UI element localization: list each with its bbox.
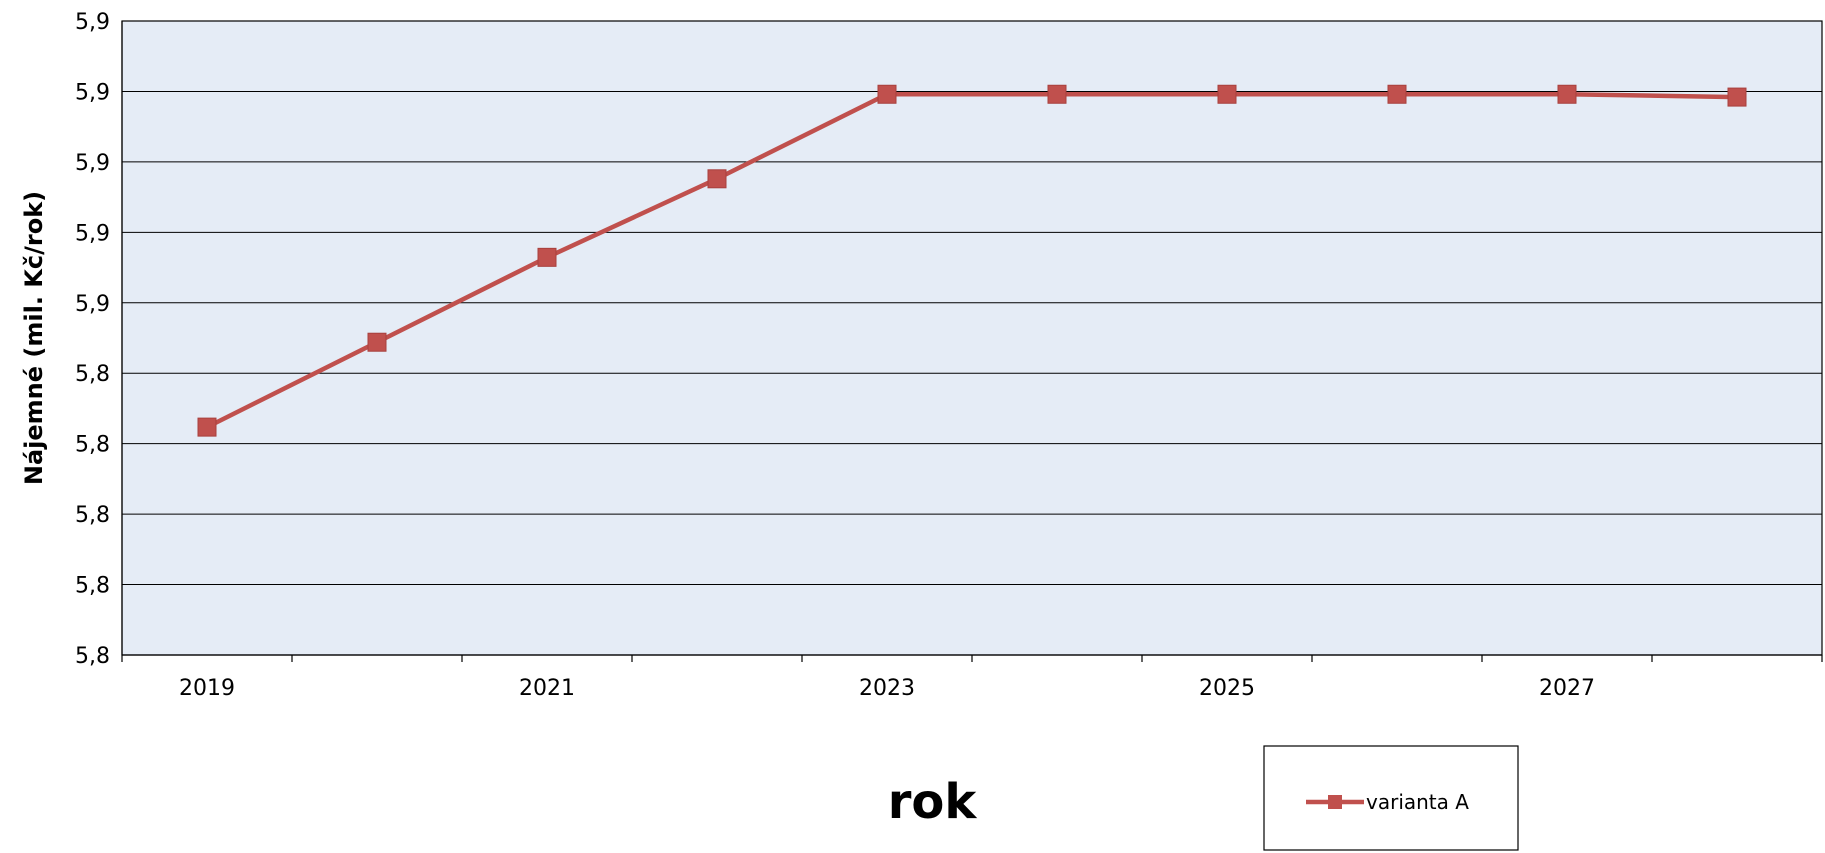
legend-marker-swatch (1328, 795, 1342, 809)
x-tick-label: 2019 (179, 676, 235, 701)
data-point (538, 248, 556, 266)
y-tick-label: 5,8 (75, 362, 110, 387)
y-tick-label: 5,9 (75, 10, 110, 35)
x-axis-label: rok (888, 774, 978, 830)
y-tick-label: 5,9 (75, 151, 110, 176)
legend: varianta A (1264, 746, 1518, 850)
data-point (1048, 85, 1066, 103)
y-tick-label: 5,8 (75, 644, 110, 669)
x-tick-label: 2025 (1199, 676, 1255, 701)
x-tick-label: 2027 (1539, 676, 1595, 701)
data-point (368, 333, 386, 351)
data-point (1728, 88, 1746, 106)
y-axis-label: Nájemné (mil. Kč/rok) (20, 191, 48, 485)
data-point (708, 170, 726, 188)
y-tick-label: 5,9 (75, 221, 110, 246)
x-tick-label: 2021 (519, 676, 575, 701)
data-point (1218, 85, 1236, 103)
x-tick-label: 2023 (859, 676, 915, 701)
y-tick-label: 5,8 (75, 574, 110, 599)
data-point (878, 85, 896, 103)
y-tick-label: 5,9 (75, 292, 110, 317)
y-tick-label: 5,8 (75, 503, 110, 528)
y-tick-labels: 5,9 5,9 5,9 5,9 5,9 5,8 5,8 5,8 5,8 5,8 (75, 10, 110, 669)
y-tick-label: 5,9 (75, 80, 110, 105)
y-tick-label: 5,8 (75, 433, 110, 458)
data-point (1558, 85, 1576, 103)
data-point (1388, 85, 1406, 103)
legend-entry-varianta-a: varianta A (1366, 790, 1469, 814)
x-tick-labels: 2019 2021 2023 2025 2027 (179, 676, 1595, 701)
data-point (198, 418, 216, 436)
